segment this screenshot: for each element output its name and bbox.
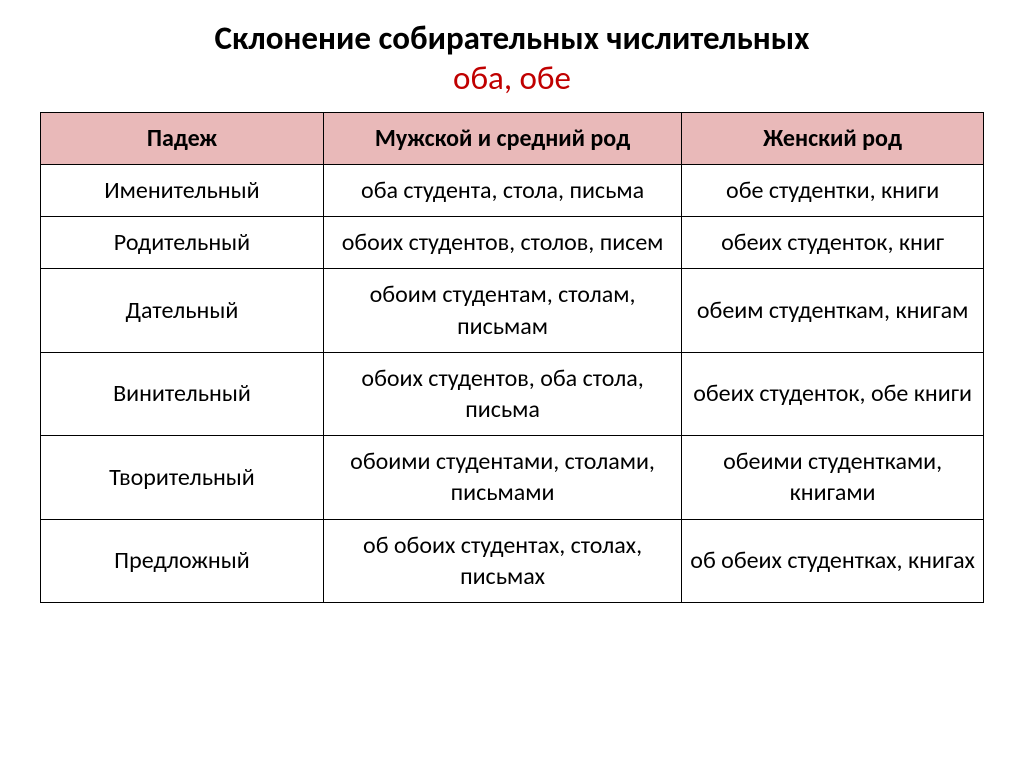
col-header-fem: Женский род [682, 112, 984, 164]
cell-masc: обоих студентов, столов, писем [323, 217, 681, 269]
cell-masc: обоим студентам, столам, письмам [323, 269, 681, 352]
cell-case: Родительный [41, 217, 324, 269]
title-line-1: Склонение собирательных числительных [40, 20, 984, 58]
page: Склонение собирательных числительных оба… [0, 0, 1024, 623]
table-header-row: Падеж Мужской и средний род Женский род [41, 112, 984, 164]
cell-masc: обоих студентов, оба стола, письма [323, 352, 681, 435]
declension-table: Падеж Мужской и средний род Женский род … [40, 112, 984, 603]
cell-case: Винительный [41, 352, 324, 435]
cell-masc: обоими студентами, столами, письмами [323, 436, 681, 519]
table-row: Предложный об обоих студентах, столах, п… [41, 519, 984, 602]
table-row: Родительный обоих студентов, столов, пис… [41, 217, 984, 269]
cell-masc: оба студента, стола, письма [323, 165, 681, 217]
cell-fem: обеими студентками, книгами [682, 436, 984, 519]
table-row: Именительный оба студента, стола, письма… [41, 165, 984, 217]
title-line-2: оба, обе [40, 60, 984, 98]
title-block: Склонение собирательных числительных оба… [40, 20, 984, 98]
cell-fem: об обеих студентках, книгах [682, 519, 984, 602]
table-row: Винительный обоих студентов, оба стола, … [41, 352, 984, 435]
cell-case: Творительный [41, 436, 324, 519]
cell-case: Дательный [41, 269, 324, 352]
col-header-masc-neuter: Мужской и средний род [323, 112, 681, 164]
table-row: Дательный обоим студентам, столам, письм… [41, 269, 984, 352]
cell-fem: обе студентки, книги [682, 165, 984, 217]
col-header-case: Падеж [41, 112, 324, 164]
cell-fem: обеим студенткам, книгам [682, 269, 984, 352]
cell-case: Именительный [41, 165, 324, 217]
cell-case: Предложный [41, 519, 324, 602]
cell-masc: об обоих студентах, столах, письмах [323, 519, 681, 602]
cell-fem: обеих студенток, книг [682, 217, 984, 269]
table-row: Творительный обоими студентами, столами,… [41, 436, 984, 519]
cell-fem: обеих студенток, обе книги [682, 352, 984, 435]
